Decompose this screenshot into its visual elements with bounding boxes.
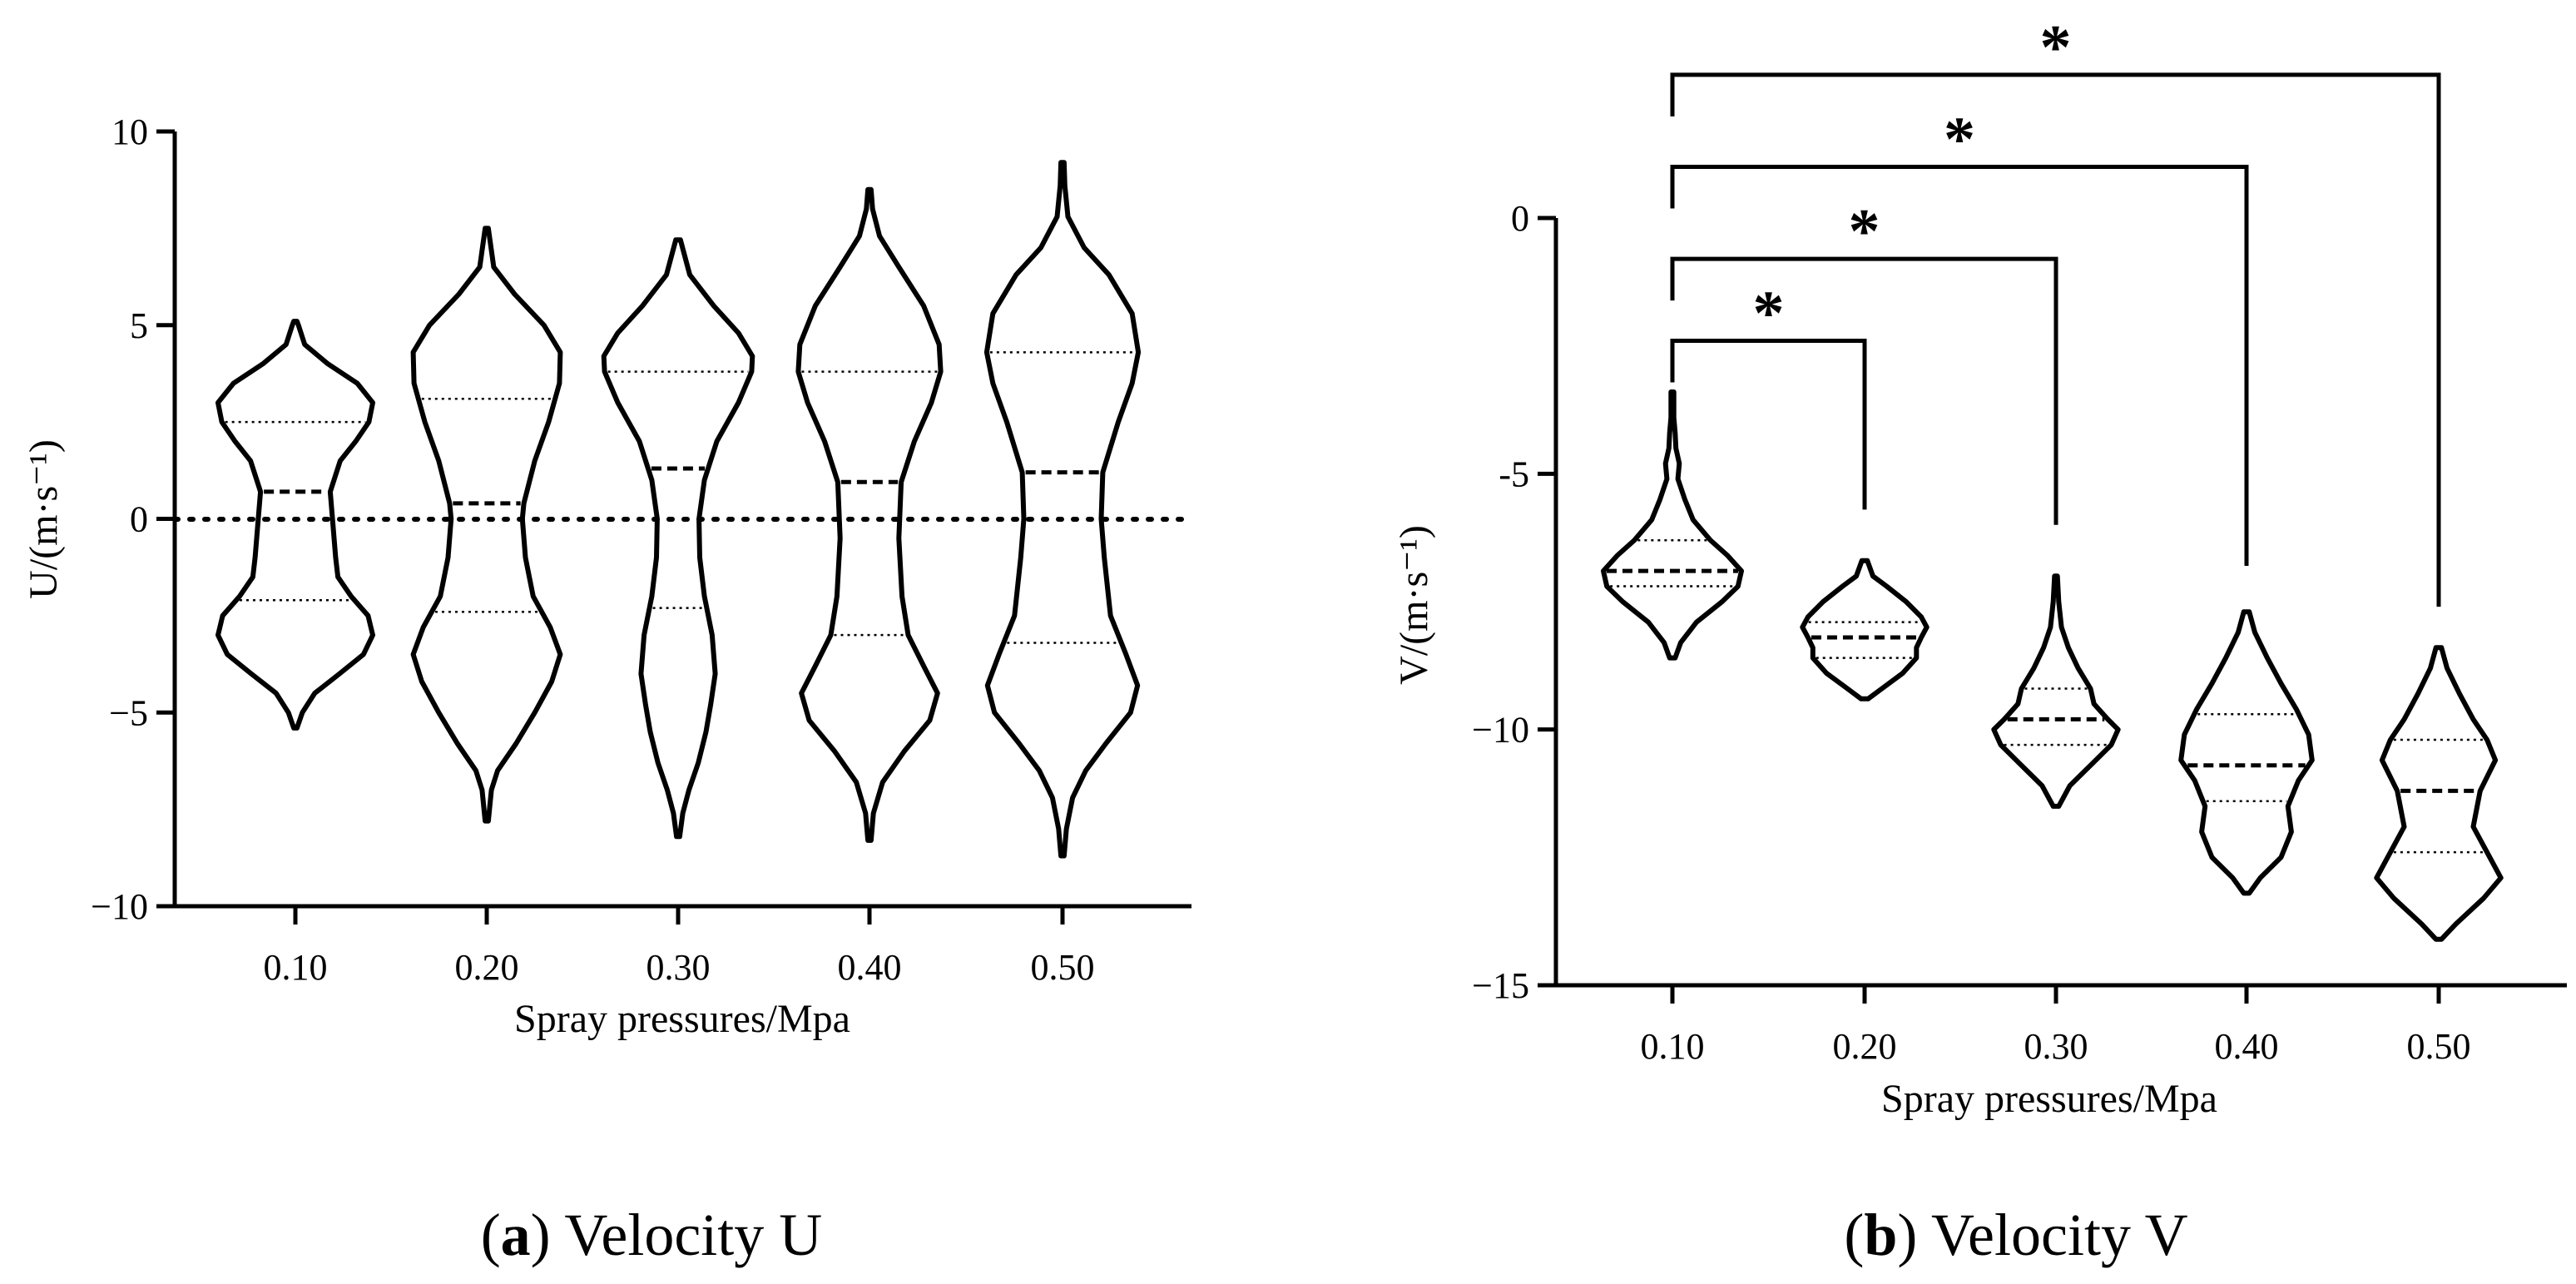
panel-b-x-label: Spray pressures/Mpa [1881, 1077, 2217, 1121]
panel-a-violin-0.10 [215, 319, 375, 731]
panel-b-velocity-v: * * * * 0 -5 −10 −15 0.10 0.20 0.30 0.40 0.50 Spray… [1392, 12, 2567, 1268]
panel-b-violin-0.40 [2178, 609, 2315, 896]
panel-a-ticks: 10 5 0 −5 −10 0.10 0.20 0.30 0.40 0.50 [91, 112, 1094, 988]
panel-a-x-tick-label: 0.10 [264, 947, 328, 988]
panel-b-violin-0.10 [1601, 389, 1744, 661]
panel-b-x-tick-label: 0.40 [2215, 1026, 2279, 1067]
panel-a-y-tick-label: 0 [130, 499, 148, 540]
panel-a-y-tick-label: −5 [109, 692, 148, 733]
significance-bracket-0.20 [1670, 339, 1867, 510]
panel-b-brackets: * * * * [1670, 12, 2441, 607]
panel-a-y-tick-label: 10 [111, 112, 148, 152]
panel-a-y-tick-label: 5 [130, 305, 148, 346]
panel-b-violin-0.30 [1991, 573, 2121, 809]
panel-b-x-tick-label: 0.50 [2407, 1026, 2471, 1067]
significance-bracket-0.50 [1670, 72, 2441, 607]
panel-b-y-tick-label: −15 [1472, 965, 1529, 1006]
panel-a-x-tick-label: 0.50 [1031, 947, 1095, 988]
panel-b-violins [1601, 389, 2504, 942]
panel-a-violin-0.20 [410, 226, 563, 824]
panel-b-y-tick-label: -5 [1499, 454, 1529, 494]
panel-a-violins [215, 160, 1142, 859]
panel-b-y-label: V/(m·s⁻¹) [1392, 525, 1436, 685]
panel-a-x-tick-label: 0.20 [455, 947, 519, 988]
panel-a-x-tick-label: 0.40 [838, 947, 902, 988]
significance-bracket-0.40 [1670, 165, 2249, 566]
panel-b-y-tick-label: −10 [1472, 710, 1529, 751]
significance-star-0.50: * [2040, 12, 2072, 82]
panel-b-violin-0.50 [2374, 645, 2504, 942]
panel-a-violin-0.40 [795, 186, 944, 843]
panel-a-caption: (a) Velocity U [481, 1202, 823, 1268]
panel-a-x-label: Spray pressures/Mpa [514, 997, 850, 1041]
panel-a-violin-0.50 [983, 160, 1142, 859]
panel-b-x-tick-label: 0.20 [1833, 1026, 1897, 1067]
panel-b-caption: (b) Velocity V [1844, 1202, 2187, 1268]
panel-a-y-label: U/(m·s⁻¹) [22, 439, 66, 599]
panel-a-x-tick-label: 0.30 [646, 947, 711, 988]
significance-bracket-0.30 [1670, 256, 2058, 525]
panel-a-violin-0.30 [601, 237, 755, 840]
panel-b-ticks: 0 -5 −10 −15 0.10 0.20 0.30 0.40 0.50 [1472, 198, 2470, 1067]
significance-star-0.30: * [1849, 196, 1880, 266]
panel-b-x-tick-label: 0.30 [2024, 1026, 2088, 1067]
significance-star-0.20: * [1753, 279, 1785, 349]
panel-a-velocity-u: 10 5 0 −5 −10 0.10 0.20 0.30 0.40 0.50 Spray pres… [22, 112, 1194, 1268]
panel-b-axes [1553, 218, 2567, 988]
panel-b-violin-0.20 [1800, 558, 1930, 701]
panel-b-y-tick-label: 0 [1511, 198, 1529, 239]
significance-star-0.40: * [1944, 105, 1975, 175]
panel-a-y-tick-label: −10 [91, 886, 148, 927]
panel-b-x-tick-label: 0.10 [1641, 1026, 1705, 1067]
